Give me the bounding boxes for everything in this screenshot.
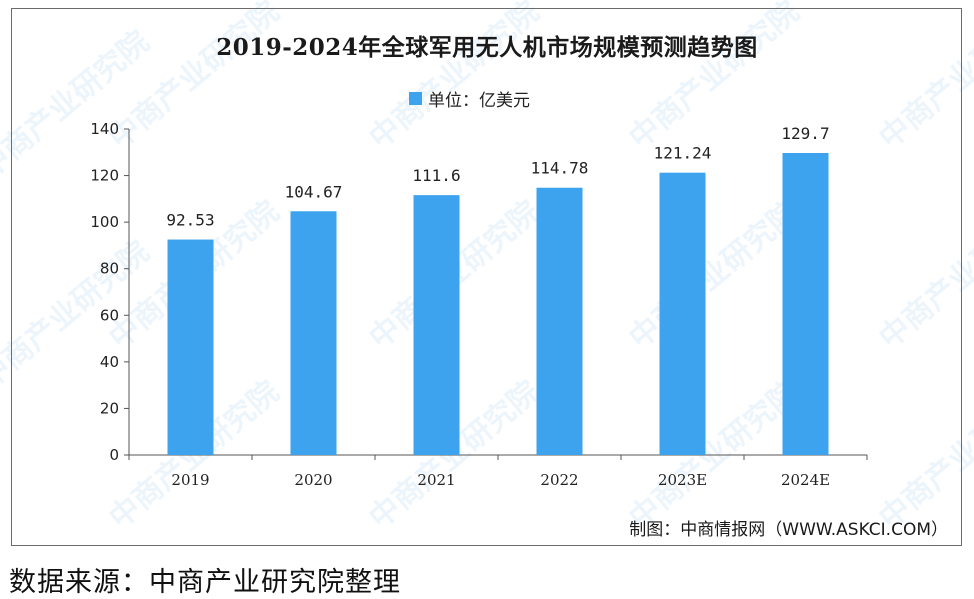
watermark-text: 中商产业研究院 — [873, 0, 974, 156]
data-label: 92.53 — [166, 211, 214, 230]
y-tick-label: 0 — [109, 446, 119, 464]
y-tick-label: 120 — [90, 167, 119, 185]
x-tick-label: 2020 — [294, 471, 332, 489]
chart-credit: 制图：中商情报网（WWW.ASKCI.COM） — [629, 520, 948, 540]
watermark-text: 中商产业研究院 — [103, 0, 286, 156]
legend-label: 单位：亿美元 — [428, 90, 530, 111]
x-tick-label: 2023E — [658, 471, 707, 489]
data-label: 104.67 — [285, 182, 343, 201]
data-label: 111.6 — [412, 166, 460, 185]
data-label: 114.78 — [531, 159, 589, 178]
x-tick-label: 2019 — [171, 471, 209, 489]
bar-2022 — [536, 187, 583, 456]
watermark-text: 中商产业研究院 — [873, 194, 974, 356]
axes: 0 20 40 60 80 100 120 140 — [90, 120, 868, 464]
y-tick-label: 60 — [100, 306, 119, 324]
x-tick-label: 2024E — [781, 471, 830, 489]
bar-2024E — [782, 152, 829, 455]
x-tick-label: 2022 — [540, 471, 578, 489]
legend: 单位：亿美元 — [409, 88, 530, 111]
data-label: 121.24 — [654, 144, 712, 163]
watermark-text: 中商产业研究院 — [623, 194, 806, 356]
watermark-text: 中商产业研究院 — [873, 374, 974, 536]
y-tick-label: 20 — [100, 399, 119, 417]
bar-2023E — [659, 172, 706, 455]
bar-2021 — [413, 195, 460, 456]
y-tick-label: 140 — [90, 120, 119, 138]
bar-2019 — [167, 239, 214, 455]
y-tick-label: 100 — [90, 213, 119, 231]
bar-2020 — [290, 211, 337, 455]
x-tick-label: 2021 — [417, 471, 455, 489]
watermark-text: 中商产业研究院 — [623, 0, 806, 156]
data-label: 129.7 — [781, 124, 829, 143]
chart-title: 2019-2024年全球军用无人机市场规模预测趋势图 — [216, 34, 758, 61]
data-source: 数据来源：中商产业研究院整理 — [9, 567, 401, 598]
y-tick-label: 40 — [100, 353, 119, 371]
bars — [167, 152, 829, 456]
legend-swatch — [409, 91, 422, 105]
y-tick-label: 80 — [100, 260, 119, 278]
labels: 92.53 2019 104.67 2020 111.6 2021 114.78 2022 12… — [166, 124, 830, 489]
watermark-text: 中商产业研究院 — [363, 0, 546, 156]
